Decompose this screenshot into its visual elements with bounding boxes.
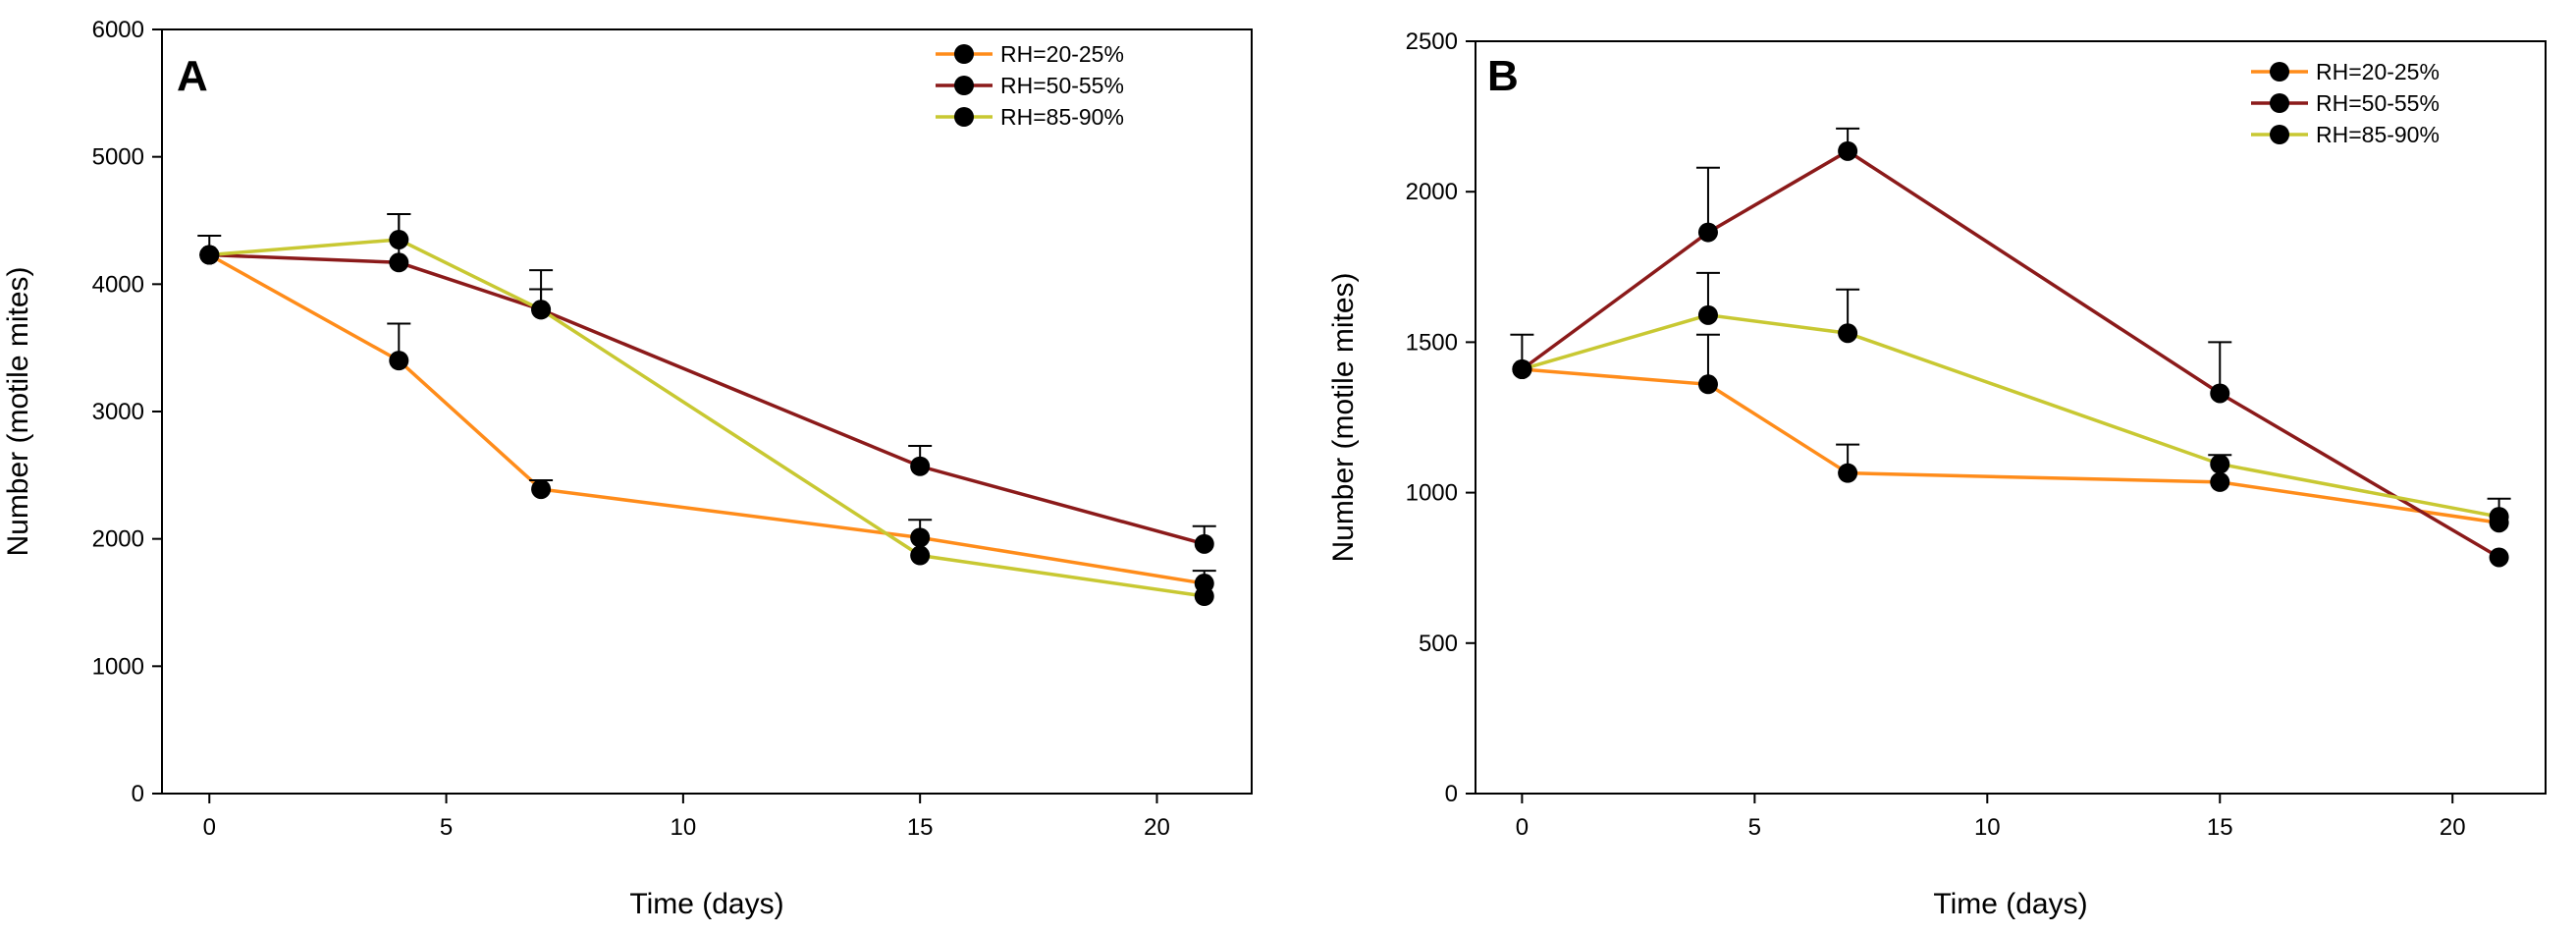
x-tick-label: 15 [2207, 814, 2233, 841]
data-point [389, 229, 409, 249]
series-line [209, 238, 1205, 598]
y-tick-label: 2000 [92, 526, 144, 553]
x-tick-label: 10 [1974, 814, 2001, 841]
legend-marker [954, 107, 974, 127]
panel-a: 0 5 10 15 20 0 1000 2000 3000 4000 5000 6000 Time (d… [2, 17, 1253, 920]
y-tick-label: 0 [1445, 781, 1458, 807]
plot-frame [161, 28, 1253, 795]
data-point [1194, 586, 1214, 607]
x-tick-label: 5 [1748, 814, 1761, 841]
y-tick-label: 2000 [1406, 179, 1458, 205]
x-axis-title: Time (days) [1933, 888, 2087, 920]
legend-label: RH=50-55% [2316, 90, 2440, 116]
legend-label: RH=50-55% [1000, 73, 1124, 98]
y-tick-label: 3000 [92, 399, 144, 425]
x-tick-label: 0 [1516, 814, 1529, 841]
legend-marker [2270, 93, 2289, 113]
y-tick-label: 1500 [1406, 329, 1458, 356]
data-point [2210, 471, 2230, 492]
legend-marker [954, 44, 974, 64]
data-point [1194, 533, 1214, 554]
panel-letter: A [177, 52, 208, 100]
data-point [389, 351, 409, 371]
legend-label: RH=85-90% [1000, 104, 1124, 130]
y-tick-label: 1000 [1406, 480, 1458, 507]
data-point [2210, 383, 2230, 404]
x-tick-label: 5 [440, 814, 453, 841]
data-point [910, 545, 931, 566]
data-point [1697, 222, 1718, 243]
legend-label: RH=20-25% [1000, 41, 1124, 67]
data-point [1838, 323, 1858, 344]
x-tick-label: 0 [203, 814, 216, 841]
legend-marker [2270, 62, 2289, 82]
series-line [1521, 313, 2499, 519]
data-point [2489, 507, 2509, 527]
series-line [209, 252, 1206, 546]
y-tick-label: 5000 [92, 144, 144, 171]
panel-letter: B [1487, 52, 1519, 100]
y-axis-title: Number (motile mites) [1327, 272, 1360, 562]
y-tick-label: 2500 [1406, 28, 1458, 55]
y-tick-label: 6000 [92, 17, 144, 43]
plot-frame [1475, 40, 2547, 795]
y-tick-label: 1000 [92, 653, 144, 680]
x-tick-label: 20 [1144, 814, 1170, 841]
data-point [1838, 463, 1858, 483]
data-point [1697, 374, 1718, 395]
data-point [1838, 140, 1858, 161]
data-point [910, 527, 931, 548]
legend-label: RH=85-90% [2316, 122, 2440, 147]
data-point [910, 456, 931, 476]
data-point [389, 252, 409, 273]
data-point [1697, 304, 1718, 325]
y-tick-label: 500 [1419, 631, 1458, 657]
data-point [531, 479, 552, 500]
data-point [1512, 358, 1532, 379]
y-axis-title: Number (motile mites) [2, 266, 34, 556]
legend-marker [954, 76, 974, 95]
data-point [2210, 454, 2230, 474]
x-tick-label: 10 [671, 814, 697, 841]
legend-label: RH=20-25% [2316, 59, 2440, 84]
data-point [199, 245, 220, 265]
data-point [2489, 547, 2509, 568]
x-tick-label: 20 [2440, 814, 2466, 841]
y-tick-label: 4000 [92, 271, 144, 298]
panel-b: 0 5 10 15 20 0 500 1000 1500 2000 2500 Time (days) N… [1327, 28, 2547, 920]
x-tick-label: 15 [907, 814, 934, 841]
legend-marker [2270, 125, 2289, 144]
y-tick-label: 0 [132, 781, 144, 807]
data-point [531, 300, 552, 320]
series-line [1521, 148, 2500, 559]
x-axis-title: Time (days) [629, 888, 783, 920]
series-line [1522, 367, 2499, 524]
